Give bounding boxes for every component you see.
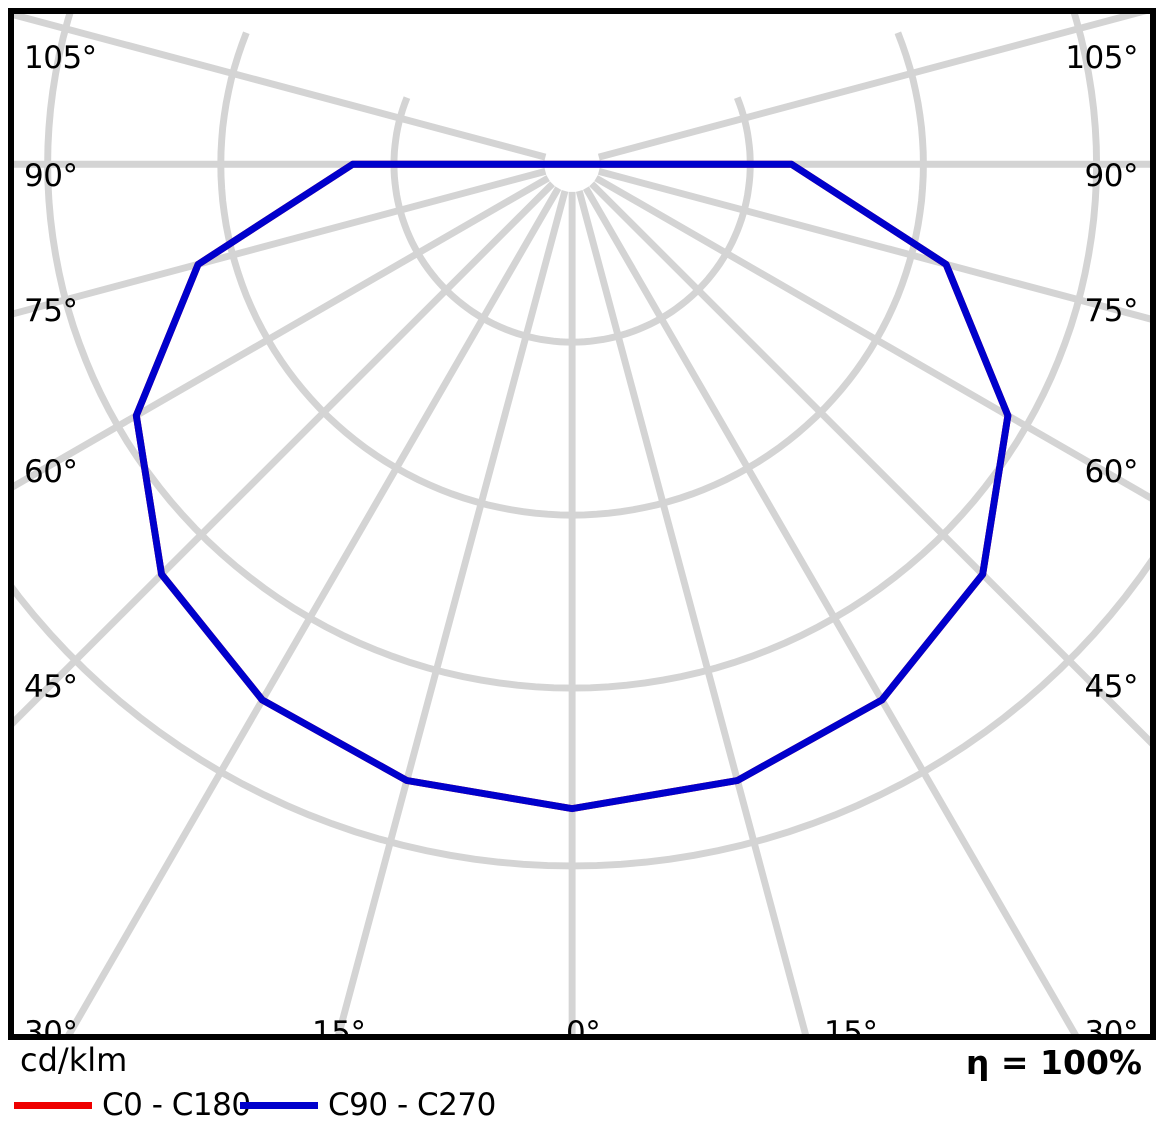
angle-label-right-2: 75° bbox=[1084, 293, 1139, 329]
legend-swatch-c90-c270 bbox=[240, 1101, 318, 1109]
chart-legend: cd/klm η = 100% C0 - C180 C90 - C270 bbox=[0, 1040, 1164, 1143]
polar-grid-svg bbox=[14, 14, 1150, 1034]
polar-gridlines bbox=[14, 14, 1150, 1034]
angle-label-bottom-0: 15° bbox=[312, 1015, 366, 1040]
grid-spoke--30deg bbox=[65, 186, 562, 1034]
angle-label-left-4: 45° bbox=[24, 669, 78, 705]
angle-label-left-3: 60° bbox=[24, 454, 78, 490]
grid-spoke--15deg bbox=[335, 190, 569, 1034]
angle-label-right-5: 30° bbox=[1084, 1015, 1139, 1040]
angle-label-left-5: 30° bbox=[24, 1015, 78, 1040]
angle-label-left-2: 75° bbox=[24, 293, 78, 329]
grid-spoke--105deg bbox=[14, 14, 547, 161]
legend-swatch-c0-c180 bbox=[14, 1101, 92, 1109]
legend-item-c0-c180: C0 - C180 bbox=[14, 1085, 251, 1125]
grid-spoke-105deg bbox=[597, 14, 1147, 161]
angle-label-bottom-2: 15° bbox=[824, 1015, 878, 1040]
legend-item-c90-c270: C90 - C270 bbox=[240, 1085, 496, 1125]
angle-label-right-0: 105° bbox=[1065, 40, 1138, 76]
angle-label-left-0: 105° bbox=[24, 40, 97, 76]
grid-spoke-45deg bbox=[589, 181, 1150, 747]
legend-label-c90-c270: C90 - C270 bbox=[328, 1087, 496, 1123]
grid-arc-3 bbox=[14, 557, 1150, 870]
grid-spoke-30deg bbox=[582, 186, 1079, 1034]
angle-label-bottom-1: 0° bbox=[566, 1015, 601, 1040]
grid-spoke--45deg bbox=[14, 181, 555, 727]
grid-spoke-60deg bbox=[594, 175, 1150, 502]
grid-spoke-15deg bbox=[575, 190, 809, 1034]
grid-spoke--75deg bbox=[14, 168, 547, 318]
legend-label-c0-c180: C0 - C180 bbox=[102, 1087, 251, 1123]
unit-label: cd/klm bbox=[20, 1041, 128, 1079]
curve-c90-c270 bbox=[132, 160, 1012, 813]
efficiency-label: η = 100% bbox=[965, 1043, 1142, 1082]
grid-spoke-75deg bbox=[597, 168, 1150, 323]
angle-label-right-4: 45° bbox=[1084, 669, 1139, 705]
distribution-curves bbox=[132, 160, 1012, 813]
grid-spoke--60deg bbox=[14, 175, 550, 491]
angle-label-left-1: 90° bbox=[24, 158, 78, 194]
angle-label-right-1: 90° bbox=[1084, 158, 1139, 194]
polar-plot-area: 105° 90° 75° 60° 45° 30° 105° 90° 75° 60° 45° 30° … bbox=[8, 8, 1156, 1040]
angle-label-right-3: 60° bbox=[1084, 454, 1139, 490]
